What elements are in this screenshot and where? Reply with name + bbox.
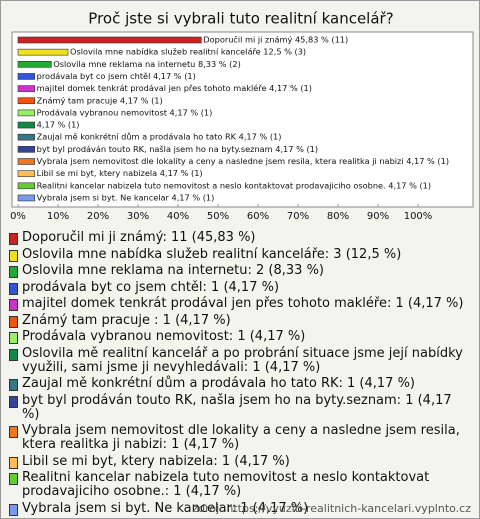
legend-item: Známý tam pracuje : 1 (4,17 %)	[9, 312, 471, 328]
legend-swatch	[9, 473, 18, 485]
legend-swatch	[9, 395, 18, 408]
legend-label: Doporučil mi ji známý: 11 (45,83 %)	[22, 230, 256, 245]
legend-item: Doporučil mi ji známý: 11 (45,83 %)	[9, 231, 471, 245]
plot: Proč jste si vybrali tuto realitní kance…	[10, 10, 474, 222]
legend-label: Známý tam pracuje : 1 (4,17 %)	[22, 312, 231, 328]
legend-label: majitel domek tenkrát prodával jen přes …	[22, 296, 464, 311]
data-label: Oslovila mne reklama na internetu 8,33 %…	[53, 59, 240, 69]
source: zdroj: https://vyuziti-realitnich-kancel…	[192, 502, 471, 515]
data-label: Oslovila mne nabídka služeb realitní kan…	[70, 47, 306, 57]
legend-swatch	[9, 426, 18, 438]
legend-swatch	[9, 266, 18, 278]
bar	[17, 85, 35, 92]
chart-title: Proč jste si vybrali tuto realitní kance…	[88, 10, 393, 28]
data-label: Zaujal mě konkrétní dům a prodávala ho t…	[37, 132, 282, 142]
legend-label: Oslovila mne nabídka služeb realitní kan…	[22, 246, 402, 262]
bar	[17, 60, 52, 68]
data-label: prodávala byt co jsem chtěl 4,17 % (1)	[37, 71, 196, 81]
bar	[17, 109, 35, 117]
data-label: Vybrala jsem si byt. Ne kancelar 4,17 % …	[37, 192, 215, 202]
data-label: Libil se mi byt, ktery nabizela 4,17 % (…	[37, 168, 203, 178]
bar	[17, 48, 69, 56]
legend-swatch	[9, 233, 18, 245]
legend-item: Zaujal mě konkrétní dům a prodávala ho t…	[9, 377, 471, 391]
data-label: Realitni kancelar nabizela tuto nemovito…	[37, 180, 431, 190]
bar	[17, 182, 35, 190]
bar	[17, 146, 35, 153]
x-tick-label: 60%	[247, 211, 269, 222]
data-label: Vybrala jsem nemovitost dle lokality a c…	[37, 156, 449, 166]
legend-item: Oslovila mne reklama na internetu: 2 (8,…	[9, 264, 471, 278]
bar	[17, 194, 35, 202]
bar	[17, 36, 202, 44]
legend-swatch	[9, 503, 18, 516]
data-label: byt byl prodáván touto RK, našla jsem ho…	[37, 144, 318, 154]
data-label: Doporučil mi ji známý 45,83 % (11)	[203, 35, 348, 45]
bar	[17, 97, 35, 105]
legend-label: Vybrala jsem nemovitost dle lokality a c…	[22, 423, 460, 452]
legend-item: majitel domek tenkrát prodával jen přes …	[9, 297, 471, 311]
data-label: Známý tam pracuje 4,17 % (1)	[37, 95, 163, 105]
bar	[17, 133, 35, 141]
bar	[17, 121, 35, 129]
legend-swatch	[9, 348, 18, 361]
bar	[17, 73, 35, 80]
bar	[17, 170, 35, 177]
legend-item: Libil se mi byt, ktery nabizela: 1 (4,17…	[9, 453, 471, 469]
x-tick-label: 40%	[167, 211, 189, 222]
legend-swatch	[9, 456, 18, 469]
legend-item: Vybrala jsem si byt. Ne kancelar: 1 (4,1…	[9, 500, 471, 516]
legend-swatch	[9, 299, 18, 311]
legend-swatch	[9, 282, 18, 295]
x-tick-label: 80%	[327, 211, 349, 222]
x-tick-label: 30%	[127, 211, 149, 222]
legend-label: Prodávala vybranou nemovitost: 1 (4,17 %…	[22, 329, 306, 344]
legend-label: Zaujal mě konkrétní dům a prodávala ho t…	[22, 376, 416, 391]
legend-item: Oslovila mě realitní kancelář a po probr…	[9, 345, 471, 375]
legend-item: Realitni kancelar nabizela tuto nemovito…	[9, 471, 471, 499]
bar	[17, 158, 35, 165]
legend-swatch	[9, 332, 18, 344]
legend-label: Vybrala jsem si byt. Ne kancelar: 1 (4,1…	[22, 500, 309, 516]
x-tick-label: 70%	[287, 211, 309, 222]
legend-label: prodávala byt co jsem chtěl: 1 (4,17 %)	[22, 279, 280, 295]
legend-label: byt byl prodáván touto RK, našla jsem ho…	[22, 392, 452, 422]
x-tick-label: 20%	[87, 211, 109, 222]
legend-swatch	[9, 315, 18, 328]
legend-swatch	[9, 249, 18, 262]
legend-item: prodávala byt co jsem chtěl: 1 (4,17 %)	[9, 279, 471, 295]
legend-label: Oslovila mě realitní kancelář a po probr…	[22, 345, 463, 375]
x-tick-label: 50%	[207, 211, 229, 222]
legend-item: byt byl prodáván touto RK, našla jsem ho…	[9, 392, 471, 422]
legend-label: Libil se mi byt, ktery nabizela: 1 (4,17…	[22, 453, 290, 469]
data-label: majitel domek tenkrát prodával jen přes …	[37, 83, 312, 93]
x-tick-label: 0%	[10, 211, 26, 222]
x-tick-label: 100%	[404, 211, 433, 222]
x-tick-label: 10%	[47, 211, 69, 222]
legend-swatch	[9, 379, 18, 391]
legend-label: Realitni kancelar nabizela tuto nemovito…	[22, 470, 430, 499]
legend-item: Oslovila mne nabídka služeb realitní kan…	[9, 246, 471, 262]
data-label: 4,17 % (1)	[37, 120, 80, 130]
legend-item: Vybrala jsem nemovitost dle lokality a c…	[9, 424, 471, 452]
legend-item: Prodávala vybranou nemovitost: 1 (4,17 %…	[9, 330, 471, 344]
legend-label: Oslovila mne reklama na internetu: 2 (8,…	[22, 263, 325, 278]
data-label: Prodávala vybranou nemovitost 4,17 % (1)	[37, 107, 213, 117]
legend: Doporučil mi ji známý: 11 (45,83 %) Oslov…	[9, 231, 471, 518]
x-tick-label: 90%	[367, 211, 389, 222]
plot-frame	[11, 31, 474, 208]
